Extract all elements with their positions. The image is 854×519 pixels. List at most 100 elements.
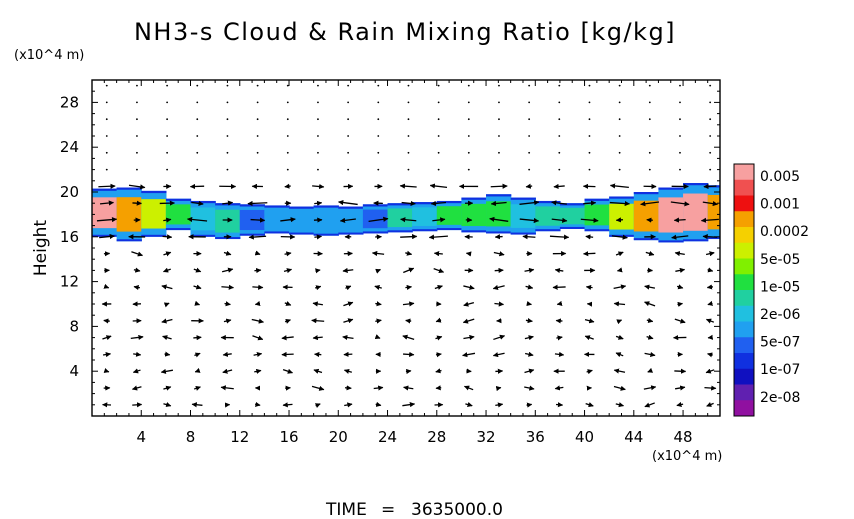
wind-vector: [615, 251, 624, 257]
wind-vector: [615, 352, 624, 358]
x-tick-label: 32: [476, 428, 495, 446]
x-tick-label: 24: [378, 428, 397, 446]
cloud-edge: [190, 234, 216, 237]
colorbar-swatch: [734, 305, 754, 322]
wind-vector: [462, 318, 475, 324]
wind-vector: [524, 351, 534, 357]
colorbar-swatch: [734, 368, 754, 385]
x-tick-label: 16: [279, 428, 298, 446]
wind-vector: [584, 335, 594, 341]
cloud-edge: [609, 234, 635, 237]
wind-vector: [556, 300, 563, 306]
wind-vector: [580, 217, 599, 223]
wind-vector: [467, 135, 470, 137]
wind-vector: [255, 401, 261, 408]
wind-vector: [435, 385, 442, 391]
wind-vector: [193, 267, 202, 273]
wind-vector: [524, 368, 535, 374]
wind-vector: [401, 200, 416, 206]
wind-vector: [98, 183, 116, 189]
wind-vector: [281, 335, 294, 341]
x-tick-label: 28: [427, 428, 446, 446]
wind-vector: [286, 151, 289, 154]
wind-vector: [196, 101, 199, 104]
colorbar-swatch: [734, 337, 754, 354]
cloud-edge: [707, 237, 720, 240]
colorbar-swatch: [734, 400, 754, 417]
wind-vector: [432, 217, 446, 223]
cloud-edge: [559, 226, 586, 229]
wind-vector: [671, 234, 689, 240]
wind-vector: [375, 401, 382, 407]
wind-vector: [613, 368, 626, 374]
wind-vector: [405, 284, 413, 290]
cloud-edge: [387, 230, 413, 233]
wind-vector: [105, 84, 108, 87]
wind-vector: [314, 285, 322, 291]
wind-vector: [525, 183, 533, 189]
cloud-edge: [486, 194, 512, 197]
cloud-core: [683, 193, 709, 231]
wind-vector: [430, 200, 447, 207]
wind-vector: [166, 151, 169, 154]
cloud-edge: [486, 231, 512, 234]
x-tick-label: 36: [526, 428, 545, 446]
wind-vector: [312, 335, 323, 341]
cloud-core: [362, 209, 389, 229]
wind-vector: [618, 151, 621, 154]
wind-vector: [588, 101, 591, 104]
wind-vector: [221, 267, 234, 273]
wind-vector: [284, 183, 291, 189]
wind-vector: [374, 284, 382, 290]
cloud-edge: [510, 232, 536, 235]
cloud-edge: [92, 234, 118, 237]
wind-vector: [645, 250, 655, 256]
wind-vector: [437, 101, 440, 104]
wind-vector: [405, 368, 412, 375]
wind-vector: [526, 300, 532, 307]
wind-vector: [342, 334, 354, 341]
wind-vector: [435, 335, 443, 341]
cloud-core: [436, 206, 463, 225]
wind-vector: [248, 234, 267, 240]
wind-vector: [311, 318, 325, 324]
wind-vector: [490, 183, 508, 189]
wind-vector: [286, 84, 289, 87]
wind-vector: [551, 200, 567, 206]
wind-vector: [224, 301, 231, 307]
wind-vector: [163, 302, 170, 308]
wind-vector: [679, 118, 681, 121]
wind-vector: [618, 101, 621, 104]
wind-vector: [558, 118, 561, 121]
wind-vector: [707, 300, 714, 306]
wind-vector: [99, 200, 115, 206]
wind-vector: [433, 267, 445, 274]
wind-vector: [528, 151, 531, 154]
wind-vector: [707, 267, 714, 273]
cloud-edge: [412, 229, 438, 232]
wind-vector: [166, 118, 169, 121]
colorbar-label: 0.001: [760, 197, 800, 213]
wind-vector: [256, 101, 259, 104]
cloud-edge: [436, 228, 463, 231]
wind-vector: [163, 251, 172, 257]
wind-vector: [282, 368, 293, 374]
wind-vector: [371, 250, 385, 257]
cloud-edge: [165, 228, 192, 231]
wind-vector: [343, 301, 354, 307]
wind-vector: [522, 234, 536, 240]
wind-vector: [314, 200, 323, 206]
cloud-edge: [92, 188, 118, 191]
wind-vector: [492, 284, 505, 291]
wind-vector: [706, 284, 714, 290]
wind-vector: [648, 151, 651, 154]
wind-vector: [256, 151, 259, 154]
wind-vector: [588, 84, 591, 87]
wind-vector: [161, 318, 173, 324]
wind-vector: [405, 318, 412, 324]
cloud-core: [165, 204, 192, 225]
wind-vector: [465, 401, 473, 407]
wind-vector: [585, 234, 594, 240]
wind-vector: [317, 151, 319, 154]
wind-vector: [282, 402, 293, 408]
